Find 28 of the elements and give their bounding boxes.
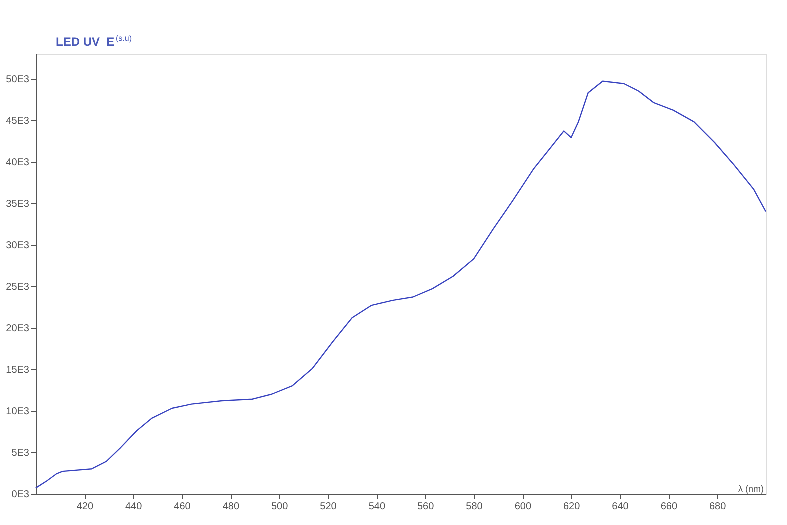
x-axis-title: λ (nm) <box>738 484 764 494</box>
x-tick-label: 680 <box>709 502 727 512</box>
y-tick-label: 20E3 <box>6 323 30 334</box>
y-axis-title: (s.u) <box>116 34 132 43</box>
y-tick-label: 25E3 <box>6 282 30 293</box>
y-tick-label: 10E3 <box>6 406 30 418</box>
x-tick-label: 600 <box>514 502 532 512</box>
x-tick-label: 480 <box>222 502 240 512</box>
x-tick-label: 520 <box>320 502 338 512</box>
x-tick-label: 420 <box>76 502 94 512</box>
chart-title: LED UV_E <box>56 35 115 49</box>
y-tick-label: 0E3 <box>12 490 30 500</box>
y-tick-label: 50E3 <box>6 74 30 86</box>
x-tick-label: 460 <box>174 502 192 512</box>
x-tick-label: 440 <box>125 502 143 512</box>
y-tick-label: 30E3 <box>6 240 30 252</box>
y-tick-label: 45E3 <box>6 116 30 127</box>
x-tick-label: 640 <box>612 502 630 512</box>
y-tick-label: 40E3 <box>6 157 30 168</box>
x-tick-label: 560 <box>417 502 435 512</box>
y-tick-label: 35E3 <box>6 198 30 210</box>
x-tick-label: 500 <box>271 502 289 512</box>
x-tick-label: 660 <box>660 502 678 512</box>
x-tick-label: 580 <box>466 502 484 512</box>
x-tick-label: 540 <box>368 502 386 512</box>
y-tick-label: 15E3 <box>6 364 30 376</box>
y-tick-label: 5E3 <box>12 448 30 459</box>
x-tick-label: 620 <box>563 502 581 512</box>
